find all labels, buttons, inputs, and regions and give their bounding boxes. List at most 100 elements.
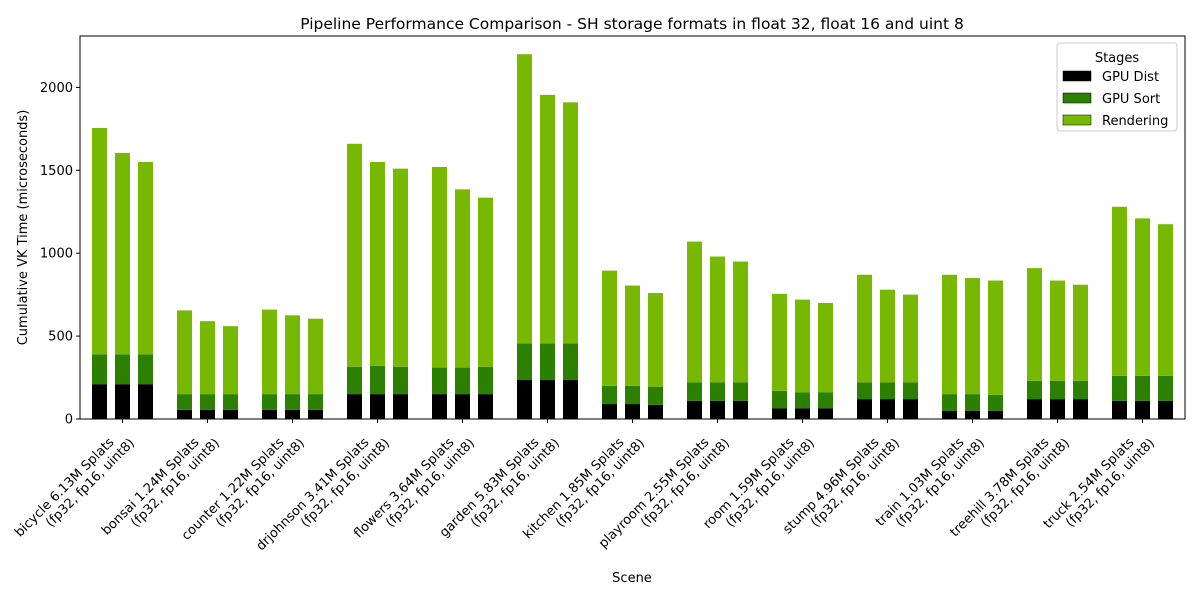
bar-segment-rendering (710, 256, 725, 383)
y-tick-label: 0 (65, 413, 73, 428)
bar-segment-gpu-sort (687, 382, 702, 401)
bar-segment-gpu-sort (965, 394, 980, 411)
bar-segment-gpu-sort (602, 385, 617, 405)
bar-segment-gpu-dist (988, 410, 1003, 419)
bar-segment-gpu-sort (92, 354, 107, 385)
bar-segment-rendering (795, 299, 810, 393)
bar-segment-rendering (1027, 268, 1042, 381)
bar-segment-gpu-dist (880, 399, 895, 419)
bar-segment-rendering (988, 280, 1003, 395)
bar-segment-gpu-dist (478, 394, 493, 419)
bar-segment-gpu-sort (262, 394, 277, 410)
bar-segment-rendering (942, 274, 957, 395)
bar-segment-gpu-sort (1073, 380, 1088, 400)
bar-segment-gpu-sort (733, 382, 748, 401)
bars (92, 54, 1173, 419)
bar-segment-gpu-dist (347, 394, 362, 419)
bar-segment-gpu-sort (1112, 375, 1127, 401)
plot-frame (79, 35, 1186, 420)
bar-segment-rendering (540, 94, 555, 344)
bar-segment-rendering (478, 197, 493, 367)
bar-segment-rendering (563, 102, 578, 344)
bar-segment-rendering (1135, 218, 1150, 376)
legend-swatch (1062, 92, 1092, 104)
bar-segment-gpu-dist (563, 380, 578, 419)
bar-segment-gpu-sort (710, 382, 725, 401)
bar-segment-gpu-sort (942, 394, 957, 411)
bar-segment-rendering (602, 270, 617, 386)
bar-segment-gpu-dist (308, 409, 323, 419)
legend-items: GPU Dist GPU Sort Rendering (1062, 70, 1168, 129)
bar-segment-gpu-dist (200, 409, 215, 419)
x-tick-label: bicycle 6.13M Splats(fp32, fp16, uint8) (12, 425, 138, 551)
bar-segment-gpu-dist (138, 384, 153, 419)
bar-segment-rendering (903, 294, 918, 383)
bar-segment-rendering (393, 168, 408, 367)
bar-segment-rendering (1050, 280, 1065, 381)
legend-label: GPU Dist (1102, 70, 1159, 85)
bar-segment-gpu-dist (370, 394, 385, 419)
bar-segment-gpu-sort (200, 394, 215, 410)
bar-segment-gpu-dist (115, 384, 130, 419)
y-tick-label: 1500 (40, 164, 73, 179)
bar-segment-rendering (687, 241, 702, 383)
bar-segment-gpu-dist (772, 408, 787, 419)
bar-segment-rendering (648, 292, 663, 387)
bar-segment-gpu-dist (540, 380, 555, 419)
bar-segment-gpu-dist (1158, 400, 1173, 419)
bar-segment-gpu-sort (138, 354, 153, 385)
bar-segment-gpu-sort (563, 343, 578, 381)
bar-segment-gpu-sort (1050, 380, 1065, 400)
bar-segment-rendering (818, 302, 833, 393)
bar-segment-rendering (517, 54, 532, 344)
bar-segment-gpu-sort (517, 343, 532, 381)
y-tick-label: 1000 (40, 247, 73, 262)
bar-segment-gpu-sort (880, 382, 895, 400)
bar-segment-gpu-sort (285, 394, 300, 410)
legend-frame (1056, 42, 1178, 132)
bar-segment-gpu-sort (648, 386, 663, 405)
bar-segment-gpu-sort (455, 367, 470, 395)
bar-segment-rendering (308, 318, 323, 395)
bar-segment-rendering (880, 289, 895, 383)
bar-segment-gpu-sort (478, 366, 493, 395)
bar-segment-rendering (625, 285, 640, 386)
bar-segment-rendering (857, 274, 872, 383)
bar-segment-gpu-sort (772, 390, 787, 409)
x-tick-label: bonsai 1.24M Splats(fp32, fp16, uint8) (99, 425, 223, 549)
bar-segment-gpu-sort (625, 385, 640, 405)
bar-segment-gpu-dist (1135, 400, 1150, 419)
bar-segment-gpu-sort (347, 366, 362, 395)
bar-segment-gpu-dist (648, 404, 663, 419)
bar-segment-rendering (200, 321, 215, 395)
bar-segment-gpu-dist (1073, 399, 1088, 419)
bar-segment-gpu-dist (965, 410, 980, 419)
y-axis-ticks: 0 500 1000 1500 2000 (40, 81, 80, 428)
bar-segment-gpu-sort (115, 354, 130, 385)
bar-segment-rendering (285, 315, 300, 395)
bar-segment-rendering (772, 293, 787, 391)
y-tick-label: 500 (48, 330, 73, 345)
bar-segment-gpu-sort (540, 343, 555, 381)
bar-segment-gpu-sort (308, 394, 323, 410)
bar-segment-gpu-sort (857, 382, 872, 400)
bar-segment-rendering (115, 152, 130, 355)
bar-segment-gpu-sort (818, 392, 833, 409)
bar-segment-gpu-sort (177, 394, 192, 410)
bar-segment-gpu-dist (710, 400, 725, 419)
bar-segment-rendering (177, 310, 192, 395)
bar-segment-rendering (965, 278, 980, 395)
bar-segment-rendering (455, 189, 470, 368)
bar-segment-gpu-sort (432, 367, 447, 395)
bar-segment-gpu-dist (223, 409, 238, 419)
bar-segment-rendering (432, 166, 447, 368)
bar-segment-gpu-dist (795, 408, 810, 419)
bar-segment-gpu-sort (393, 366, 408, 395)
x-tick-label: garden 5.83M Splats(fp32, fp16, uint8) (437, 425, 563, 551)
bar-segment-rendering (347, 143, 362, 367)
bar-segment-gpu-sort (903, 382, 918, 400)
bar-segment-rendering (138, 162, 153, 355)
bar-segment-gpu-sort (1135, 375, 1150, 401)
legend-swatch (1062, 70, 1092, 82)
bar-segment-gpu-dist (942, 410, 957, 419)
